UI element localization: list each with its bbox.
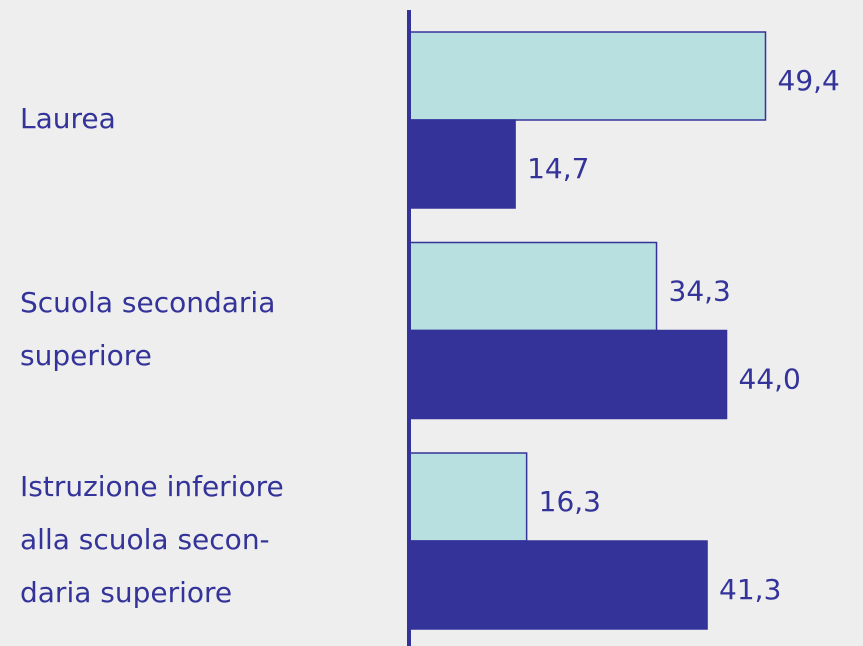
category-label: Laurea — [20, 102, 116, 135]
value-label: 16,3 — [539, 485, 601, 518]
bar — [408, 329, 728, 420]
value-label: 14,7 — [527, 152, 589, 185]
value-label: 49,4 — [778, 64, 840, 97]
category-label: superiore — [20, 339, 152, 372]
category-label: daria superiore — [20, 576, 232, 609]
bar — [408, 119, 516, 209]
category-label: alla scuola secon- — [20, 523, 270, 556]
bar — [408, 452, 528, 542]
value-label: 44,0 — [739, 363, 801, 396]
value-label: 41,3 — [719, 573, 781, 606]
bar — [408, 31, 767, 121]
category-label: Scuola secondaria — [20, 286, 275, 319]
value-label: 34,3 — [669, 275, 731, 308]
bar — [408, 540, 708, 630]
category-label: Istruzione inferiore — [20, 470, 284, 503]
bar — [408, 241, 658, 332]
